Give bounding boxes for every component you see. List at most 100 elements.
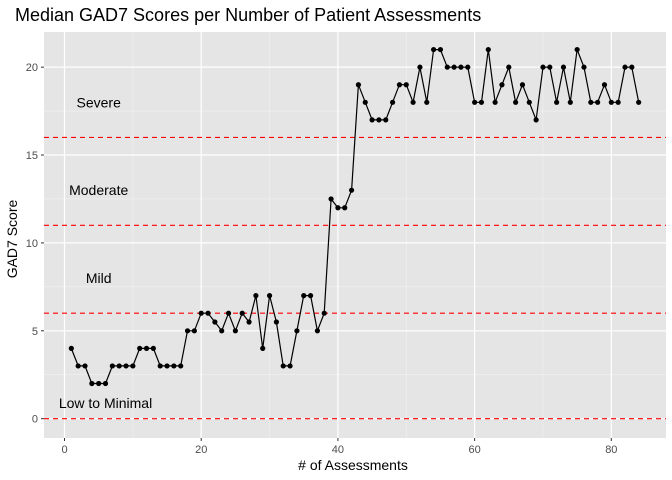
data-point [540, 64, 546, 70]
data-point [137, 345, 143, 351]
data-point [307, 293, 314, 299]
data-point [219, 328, 225, 334]
data-point [205, 310, 211, 316]
data-point [389, 99, 396, 105]
data-point [506, 64, 512, 70]
data-point [396, 82, 403, 88]
data-points [68, 46, 642, 387]
data-point [424, 99, 430, 105]
data-point [280, 363, 286, 369]
x-tick-label: 20 [195, 444, 207, 456]
x-tick-label: 40 [332, 444, 344, 456]
data-point [492, 99, 498, 105]
data-point [232, 328, 238, 334]
data-point [150, 345, 156, 351]
data-point [417, 64, 423, 70]
data-point [554, 99, 560, 105]
data-point [403, 82, 409, 88]
data-point [260, 345, 266, 351]
data-point [348, 187, 355, 193]
data-point [239, 310, 245, 316]
data-point [499, 82, 505, 88]
data-point [410, 99, 416, 105]
data-point [458, 64, 464, 70]
data-point [513, 99, 519, 105]
data-point [246, 319, 252, 325]
chart-title: Median GAD7 Scores per Number of Patient… [15, 5, 481, 25]
data-point [328, 196, 334, 202]
data-point [225, 310, 232, 316]
data-point [82, 363, 88, 369]
data-point [116, 363, 122, 369]
data-point [376, 117, 382, 123]
data-point [472, 99, 478, 105]
data-point [526, 99, 532, 105]
y-axis-title: GAD7 Score [4, 199, 20, 278]
data-point [533, 117, 539, 123]
data-point [301, 293, 307, 299]
data-point [178, 363, 184, 369]
data-point [519, 82, 526, 88]
data-point [567, 99, 573, 105]
data-point [547, 64, 553, 70]
x-axis-ticks: 0 20 40 60 80 [61, 438, 617, 456]
y-tick-label: 15 [26, 150, 38, 162]
data-point [636, 99, 642, 105]
data-point [437, 46, 444, 53]
data-point [444, 64, 450, 70]
x-tick-label: 0 [61, 444, 67, 456]
annotation-label: Moderate [69, 182, 128, 198]
data-point [287, 363, 293, 369]
data-point [164, 363, 170, 369]
data-point [342, 205, 348, 211]
y-tick-label: 5 [32, 326, 38, 338]
data-point [622, 64, 628, 70]
data-point [191, 328, 197, 334]
data-point [560, 64, 567, 70]
annotation-label: Low to Minimal [59, 395, 152, 411]
annotation-label: Severe [77, 94, 122, 110]
data-point [96, 380, 102, 387]
data-point [130, 363, 136, 369]
y-tick-label: 0 [32, 414, 38, 426]
data-point [431, 46, 437, 53]
annotation-label: Mild [86, 270, 112, 286]
severity-annotations: Severe Moderate Mild Low to Minimal [59, 94, 152, 411]
plot-panel [44, 32, 666, 438]
data-point [253, 293, 259, 299]
data-point [89, 380, 95, 387]
data-point [273, 319, 279, 325]
data-point [478, 99, 485, 105]
data-point [266, 293, 273, 299]
data-point [321, 310, 327, 316]
data-point [102, 380, 109, 387]
data-point [574, 46, 580, 53]
data-point [485, 46, 491, 53]
data-point [68, 345, 74, 351]
data-point [171, 363, 177, 369]
data-point [143, 345, 150, 351]
data-point [157, 363, 163, 369]
data-point [184, 328, 191, 334]
data-point [355, 82, 362, 88]
data-point [75, 363, 81, 369]
data-point [314, 328, 321, 334]
y-tick-label: 10 [26, 238, 38, 250]
data-point [615, 99, 621, 105]
data-point [212, 319, 218, 325]
data-point [335, 205, 341, 211]
data-point [109, 363, 115, 369]
data-point [362, 99, 368, 105]
data-point [123, 363, 129, 369]
y-tick-label: 20 [26, 62, 38, 74]
data-point [581, 64, 587, 70]
data-point [608, 99, 614, 105]
x-axis-title: # of Assessments [298, 457, 408, 473]
data-point [369, 117, 375, 123]
x-tick-label: 80 [605, 444, 617, 456]
data-point [601, 82, 608, 88]
grid-minor [44, 32, 666, 438]
data-point [629, 64, 635, 70]
y-axis-ticks: 0 5 10 15 20 [26, 62, 44, 426]
